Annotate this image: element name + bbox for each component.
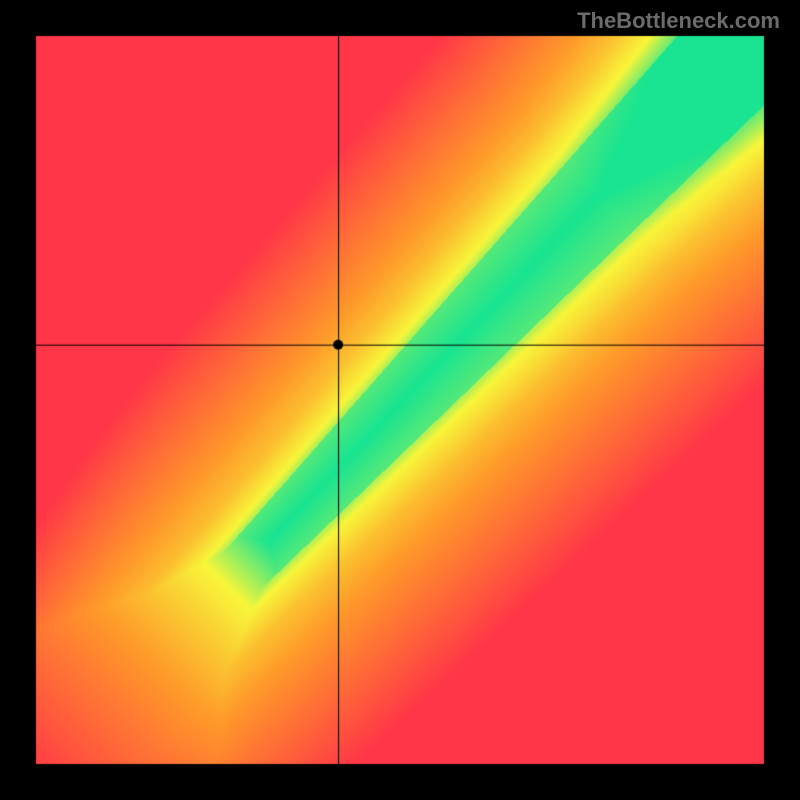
chart-container: TheBottleneck.com: [0, 0, 800, 800]
watermark-text: TheBottleneck.com: [577, 8, 780, 34]
heatmap-canvas: [0, 0, 800, 800]
